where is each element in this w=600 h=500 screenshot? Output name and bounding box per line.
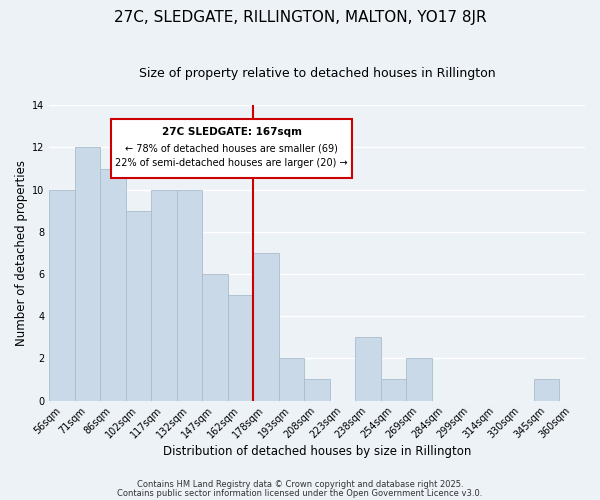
FancyBboxPatch shape <box>111 118 352 178</box>
Bar <box>177 190 202 400</box>
Y-axis label: Number of detached properties: Number of detached properties <box>15 160 28 346</box>
Text: 22% of semi-detached houses are larger (20) →: 22% of semi-detached houses are larger (… <box>115 158 348 168</box>
Bar <box>49 190 75 400</box>
Text: 27C, SLEDGATE, RILLINGTON, MALTON, YO17 8JR: 27C, SLEDGATE, RILLINGTON, MALTON, YO17 … <box>113 10 487 25</box>
Bar <box>202 274 228 400</box>
Bar <box>534 380 559 400</box>
Bar <box>406 358 432 401</box>
Bar <box>253 253 279 400</box>
Bar <box>304 380 330 400</box>
Bar <box>126 210 151 400</box>
Text: Contains public sector information licensed under the Open Government Licence v3: Contains public sector information licen… <box>118 488 482 498</box>
Bar <box>100 168 126 400</box>
Title: Size of property relative to detached houses in Rillington: Size of property relative to detached ho… <box>139 68 496 80</box>
Text: 27C SLEDGATE: 167sqm: 27C SLEDGATE: 167sqm <box>161 128 302 138</box>
Bar <box>75 148 100 400</box>
Text: Contains HM Land Registry data © Crown copyright and database right 2025.: Contains HM Land Registry data © Crown c… <box>137 480 463 489</box>
Bar <box>355 338 381 400</box>
X-axis label: Distribution of detached houses by size in Rillington: Distribution of detached houses by size … <box>163 444 472 458</box>
Text: ← 78% of detached houses are smaller (69): ← 78% of detached houses are smaller (69… <box>125 143 338 153</box>
Bar <box>228 295 253 401</box>
Bar <box>381 380 406 400</box>
Bar <box>151 190 177 400</box>
Bar <box>279 358 304 401</box>
